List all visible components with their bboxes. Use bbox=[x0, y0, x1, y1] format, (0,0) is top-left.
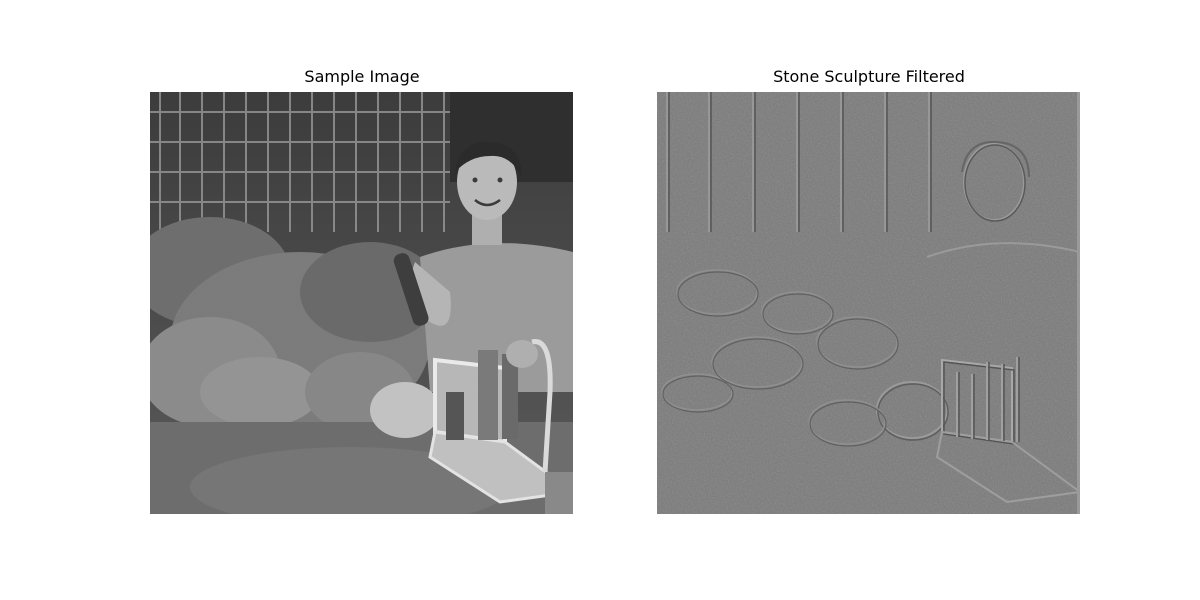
filtered-image-title: Stone Sculpture Filtered bbox=[657, 66, 1081, 88]
filtered-image bbox=[657, 92, 1080, 514]
sample-image-title: Sample Image bbox=[150, 66, 574, 88]
sample-image bbox=[150, 92, 573, 514]
